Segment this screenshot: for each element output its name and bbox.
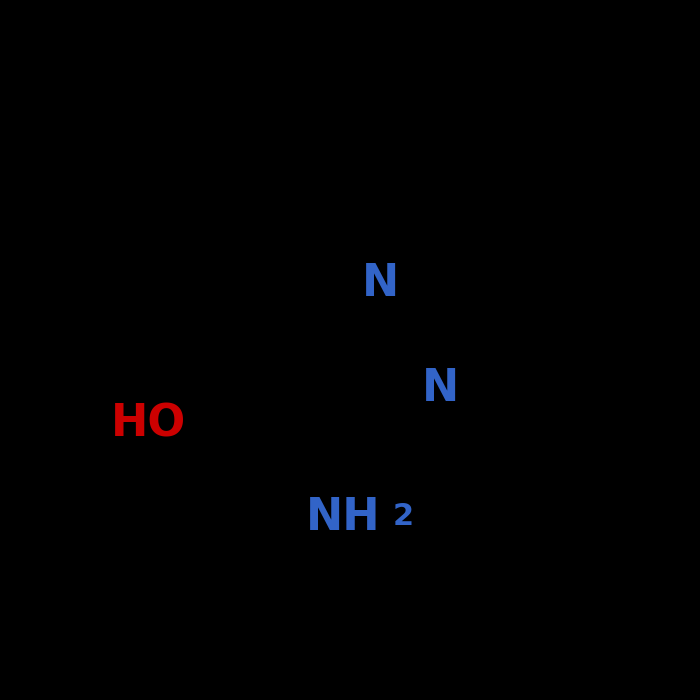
Text: NH: NH — [306, 496, 380, 539]
Text: N: N — [422, 367, 460, 410]
Text: 2: 2 — [392, 502, 413, 531]
Text: HO: HO — [111, 402, 186, 445]
Text: N: N — [362, 262, 399, 305]
